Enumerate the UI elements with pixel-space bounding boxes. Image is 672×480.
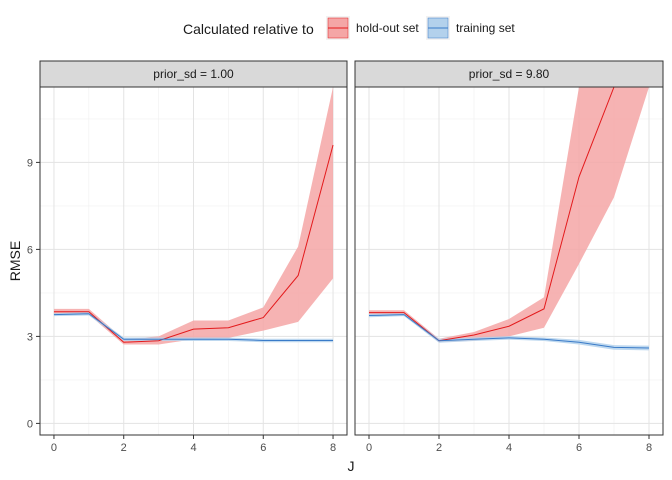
legend: Calculated relative to hold-out set trai… <box>183 16 515 40</box>
x-axis-1: 0 2 4 6 8 <box>51 435 336 454</box>
y-tick-label: 6 <box>27 244 33 256</box>
y-tick-label: 0 <box>27 418 33 430</box>
strip-2 <box>354 60 664 88</box>
line-training-set <box>53 313 334 341</box>
y-tick-label: 9 <box>27 157 33 169</box>
x-tick-label: 0 <box>366 442 372 454</box>
data-marks-2 <box>368 87 650 351</box>
data-marks-1 <box>53 87 334 345</box>
ribbon-hold-out-set <box>369 87 649 343</box>
x-tick-label: 4 <box>190 442 196 454</box>
y-axis-title: RMSE <box>7 241 23 281</box>
y-axis: 0 3 6 9 <box>27 157 40 430</box>
x-axis-2: 0 2 4 6 8 <box>366 435 652 454</box>
line-training-set <box>368 314 650 349</box>
x-tick-label: 6 <box>260 442 266 454</box>
ribbon-training-set <box>53 312 334 343</box>
x-tick-label: 2 <box>121 442 127 454</box>
gridlines-2 <box>355 87 663 435</box>
x-tick-label: 4 <box>506 442 512 454</box>
strip-label-1: prior_sd = 1.00 <box>153 67 234 81</box>
panel-2: prior_sd = 9.80 0 2 4 6 8 <box>354 60 664 454</box>
line-hold-out-set <box>369 87 649 342</box>
y-tick-label: 3 <box>27 331 33 343</box>
x-tick-label: 2 <box>436 442 442 454</box>
legend-label-hold-out: hold-out set <box>356 21 419 35</box>
strip-1 <box>39 60 348 88</box>
x-axis-title: J <box>348 458 355 474</box>
legend-title: Calculated relative to <box>183 21 314 37</box>
x-tick-label: 6 <box>576 442 582 454</box>
x-tick-label: 8 <box>330 442 336 454</box>
x-tick-label: 0 <box>51 442 57 454</box>
strip-label-2: prior_sd = 9.80 <box>469 67 550 81</box>
legend-label-training: training set <box>456 21 515 35</box>
x-tick-label: 8 <box>646 442 652 454</box>
panel-1: prior_sd = 1.00 0 2 4 6 8 <box>39 60 348 454</box>
